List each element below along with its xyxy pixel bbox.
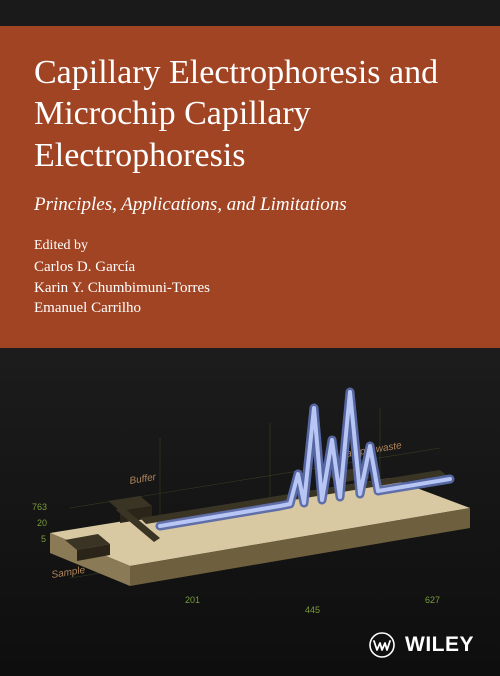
cover-graphic: Buffer Sample Sample waste 763 20 5 201 …	[0, 348, 500, 676]
editor-name: Karin Y. Chumbimuni-Torres	[34, 278, 466, 298]
book-subtitle: Principles, Applications, and Limitation…	[34, 194, 466, 216]
axis-y-tick: 20	[37, 518, 47, 528]
title-panel: Capillary Electrophoresis and Microchip …	[0, 26, 500, 348]
publisher-mark: WILEY	[369, 632, 474, 658]
book-cover: Capillary Electrophoresis and Microchip …	[0, 0, 500, 676]
editor-name: Emanuel Carrilho	[34, 298, 466, 318]
channel-label-sample: Sample	[51, 565, 87, 581]
axis-y-tick: 5	[41, 534, 46, 544]
editor-name: Carlos D. García	[34, 257, 466, 277]
axis-x-tick: 201	[185, 595, 200, 605]
edited-by-label: Edited by	[34, 238, 466, 254]
axis-y-tick: 763	[32, 502, 47, 512]
book-title: Capillary Electrophoresis and Microchip …	[34, 52, 466, 176]
axis-x-tick: 627	[425, 595, 440, 605]
publisher-name: WILEY	[405, 633, 474, 657]
microchip-diagram: Buffer Sample Sample waste 763 20 5 201 …	[10, 378, 490, 638]
axis-x-tick: 445	[305, 605, 320, 615]
channel-label-buffer: Buffer	[129, 472, 158, 487]
wiley-logo-icon	[369, 632, 395, 658]
